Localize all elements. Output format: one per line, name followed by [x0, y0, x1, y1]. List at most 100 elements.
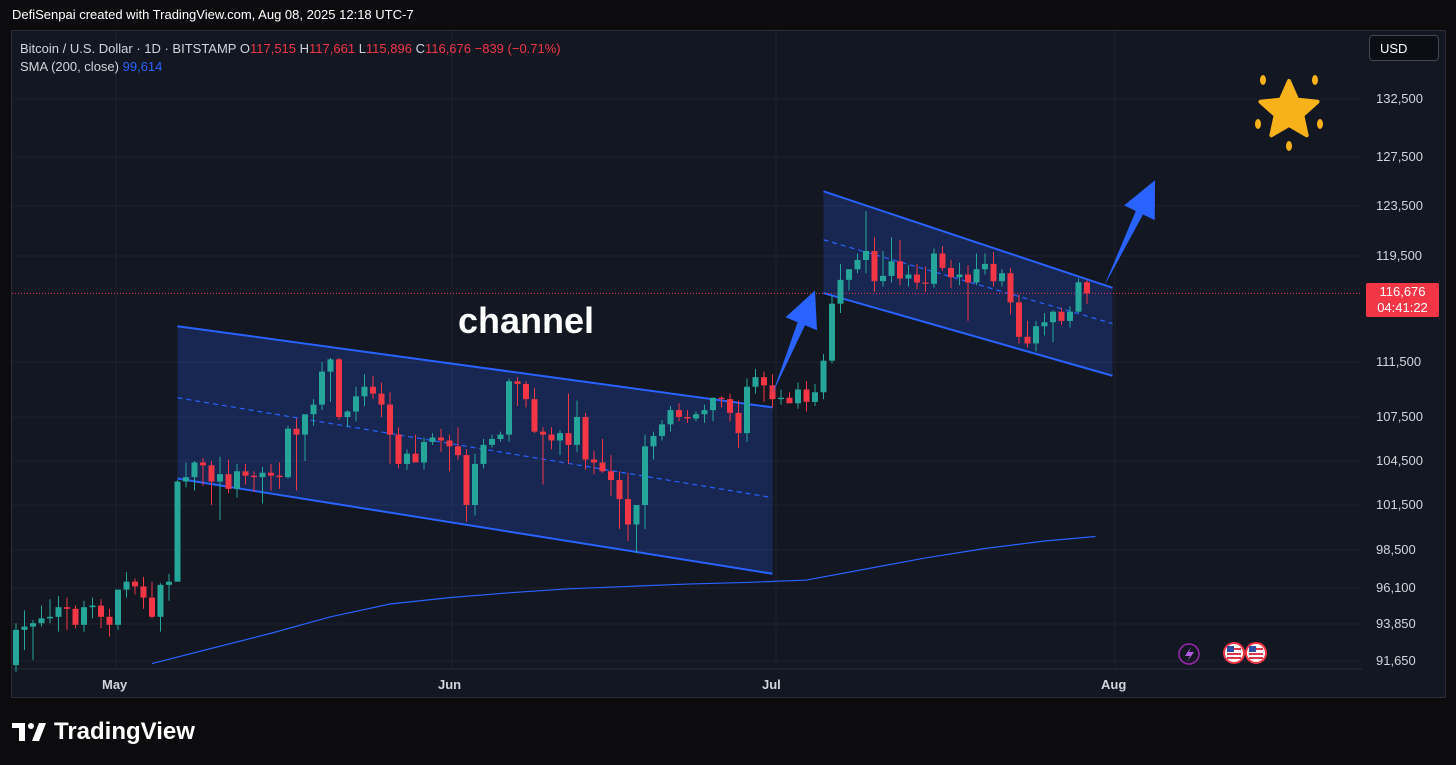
candle-body [1067, 311, 1073, 321]
x-tick-label: Jun [438, 677, 462, 692]
candle-body [370, 386, 376, 394]
candle-body [667, 410, 674, 425]
candle-body [361, 386, 368, 397]
high-label: H [299, 41, 310, 56]
y-tick-label: 96,100 [1376, 580, 1416, 595]
y-tick-label: 132,500 [1376, 91, 1423, 106]
arrow-breakout-up [772, 290, 818, 394]
tradingview-logo-icon [12, 723, 46, 741]
candle-body [225, 474, 232, 489]
candle-body [582, 417, 589, 460]
y-tick-label: 101,500 [1376, 497, 1423, 512]
us-flag-icon [1227, 657, 1241, 659]
candle-body [778, 397, 784, 400]
candle-body [701, 410, 708, 415]
candle-body [939, 253, 946, 268]
star-emoji-icon [1255, 75, 1323, 151]
candle-body [242, 471, 249, 476]
candle-body [47, 616, 53, 619]
ohlc-line: Bitcoin / U.S. Dollar · 1D · BITSTAMP O1… [20, 40, 561, 58]
channel-annotation[interactable]: channel [458, 300, 595, 341]
candle-body [293, 428, 300, 435]
us-flag-icon [1249, 653, 1263, 655]
x-tick-label: Jul [762, 677, 781, 692]
candle-body [106, 616, 113, 625]
symbol-description[interactable]: Bitcoin / U.S. Dollar · 1D · BITSTAMP [20, 41, 237, 56]
candle-body [871, 251, 878, 282]
lightning-icon [1178, 643, 1200, 665]
currency-selector[interactable]: USD [1369, 35, 1439, 61]
candle-body [81, 607, 87, 625]
candle-body [854, 259, 861, 270]
candle-body [489, 439, 495, 445]
candle-body [310, 404, 317, 415]
us-flag-icon [1249, 657, 1263, 659]
candle-body [642, 446, 648, 505]
candle-body [463, 455, 470, 505]
candle-body [412, 453, 419, 463]
candle-body [599, 462, 606, 472]
candle-body [744, 386, 750, 434]
candle-body [846, 269, 852, 280]
candle-body [982, 263, 988, 270]
sma-label[interactable]: SMA (200, close) [20, 59, 119, 74]
candle-body [344, 411, 351, 417]
candle-body [1075, 282, 1082, 312]
candle-body [208, 465, 215, 482]
candle-body [174, 481, 181, 582]
candle-body [13, 629, 19, 666]
candle-body [710, 397, 716, 411]
candle-body [21, 626, 28, 630]
candle-body [735, 412, 742, 434]
candle-body [191, 462, 198, 478]
bar-countdown: 04:41:22 [1377, 300, 1428, 315]
open-value: 117,515 [249, 41, 297, 56]
candle-body [565, 433, 572, 445]
candle-body [438, 437, 444, 441]
candle-body [812, 392, 818, 402]
lower-channel-mid-line [177, 397, 773, 499]
chart-panel[interactable] [11, 30, 1446, 698]
candle-body [965, 274, 971, 283]
candle-body [905, 274, 912, 279]
candle-body [1007, 273, 1014, 303]
candle-body [1050, 311, 1056, 323]
candle-body [55, 607, 62, 617]
y-tick-label: 98,500 [1376, 542, 1416, 557]
candle-body [472, 463, 478, 505]
candle-body [676, 410, 682, 417]
candle-body [684, 417, 691, 419]
candle-body [531, 399, 538, 432]
candle-body [548, 434, 555, 441]
candle-body [718, 397, 725, 400]
change-value: −839 (−0.71%) [474, 41, 561, 56]
candle-body [786, 397, 793, 404]
candle-body [149, 597, 155, 617]
candle-body [276, 475, 283, 478]
candle-body [1058, 311, 1065, 321]
upper-channel-lower-line [823, 292, 1113, 377]
candle-body [455, 446, 461, 456]
candle-body [514, 381, 521, 384]
candle-body [1024, 336, 1031, 344]
candle-body [72, 608, 79, 625]
candle-body [285, 428, 291, 478]
candle-body [429, 437, 436, 442]
tradingview-wordmark: TradingView [54, 718, 195, 745]
x-tick-label: May [102, 677, 128, 692]
candle-body [931, 253, 937, 284]
candle-body [353, 396, 359, 412]
y-tick-label: 104,500 [1376, 453, 1423, 468]
candle-body [378, 393, 385, 405]
candle-body [327, 359, 334, 372]
candle-body [990, 263, 997, 282]
candle-body [302, 414, 308, 435]
candle-body [727, 399, 733, 413]
candle-body [1016, 302, 1022, 337]
candle-body [922, 282, 929, 284]
candle-body [38, 618, 45, 624]
sma-200-line [151, 535, 1096, 665]
candle-body [30, 623, 36, 627]
candle-body [234, 471, 240, 489]
